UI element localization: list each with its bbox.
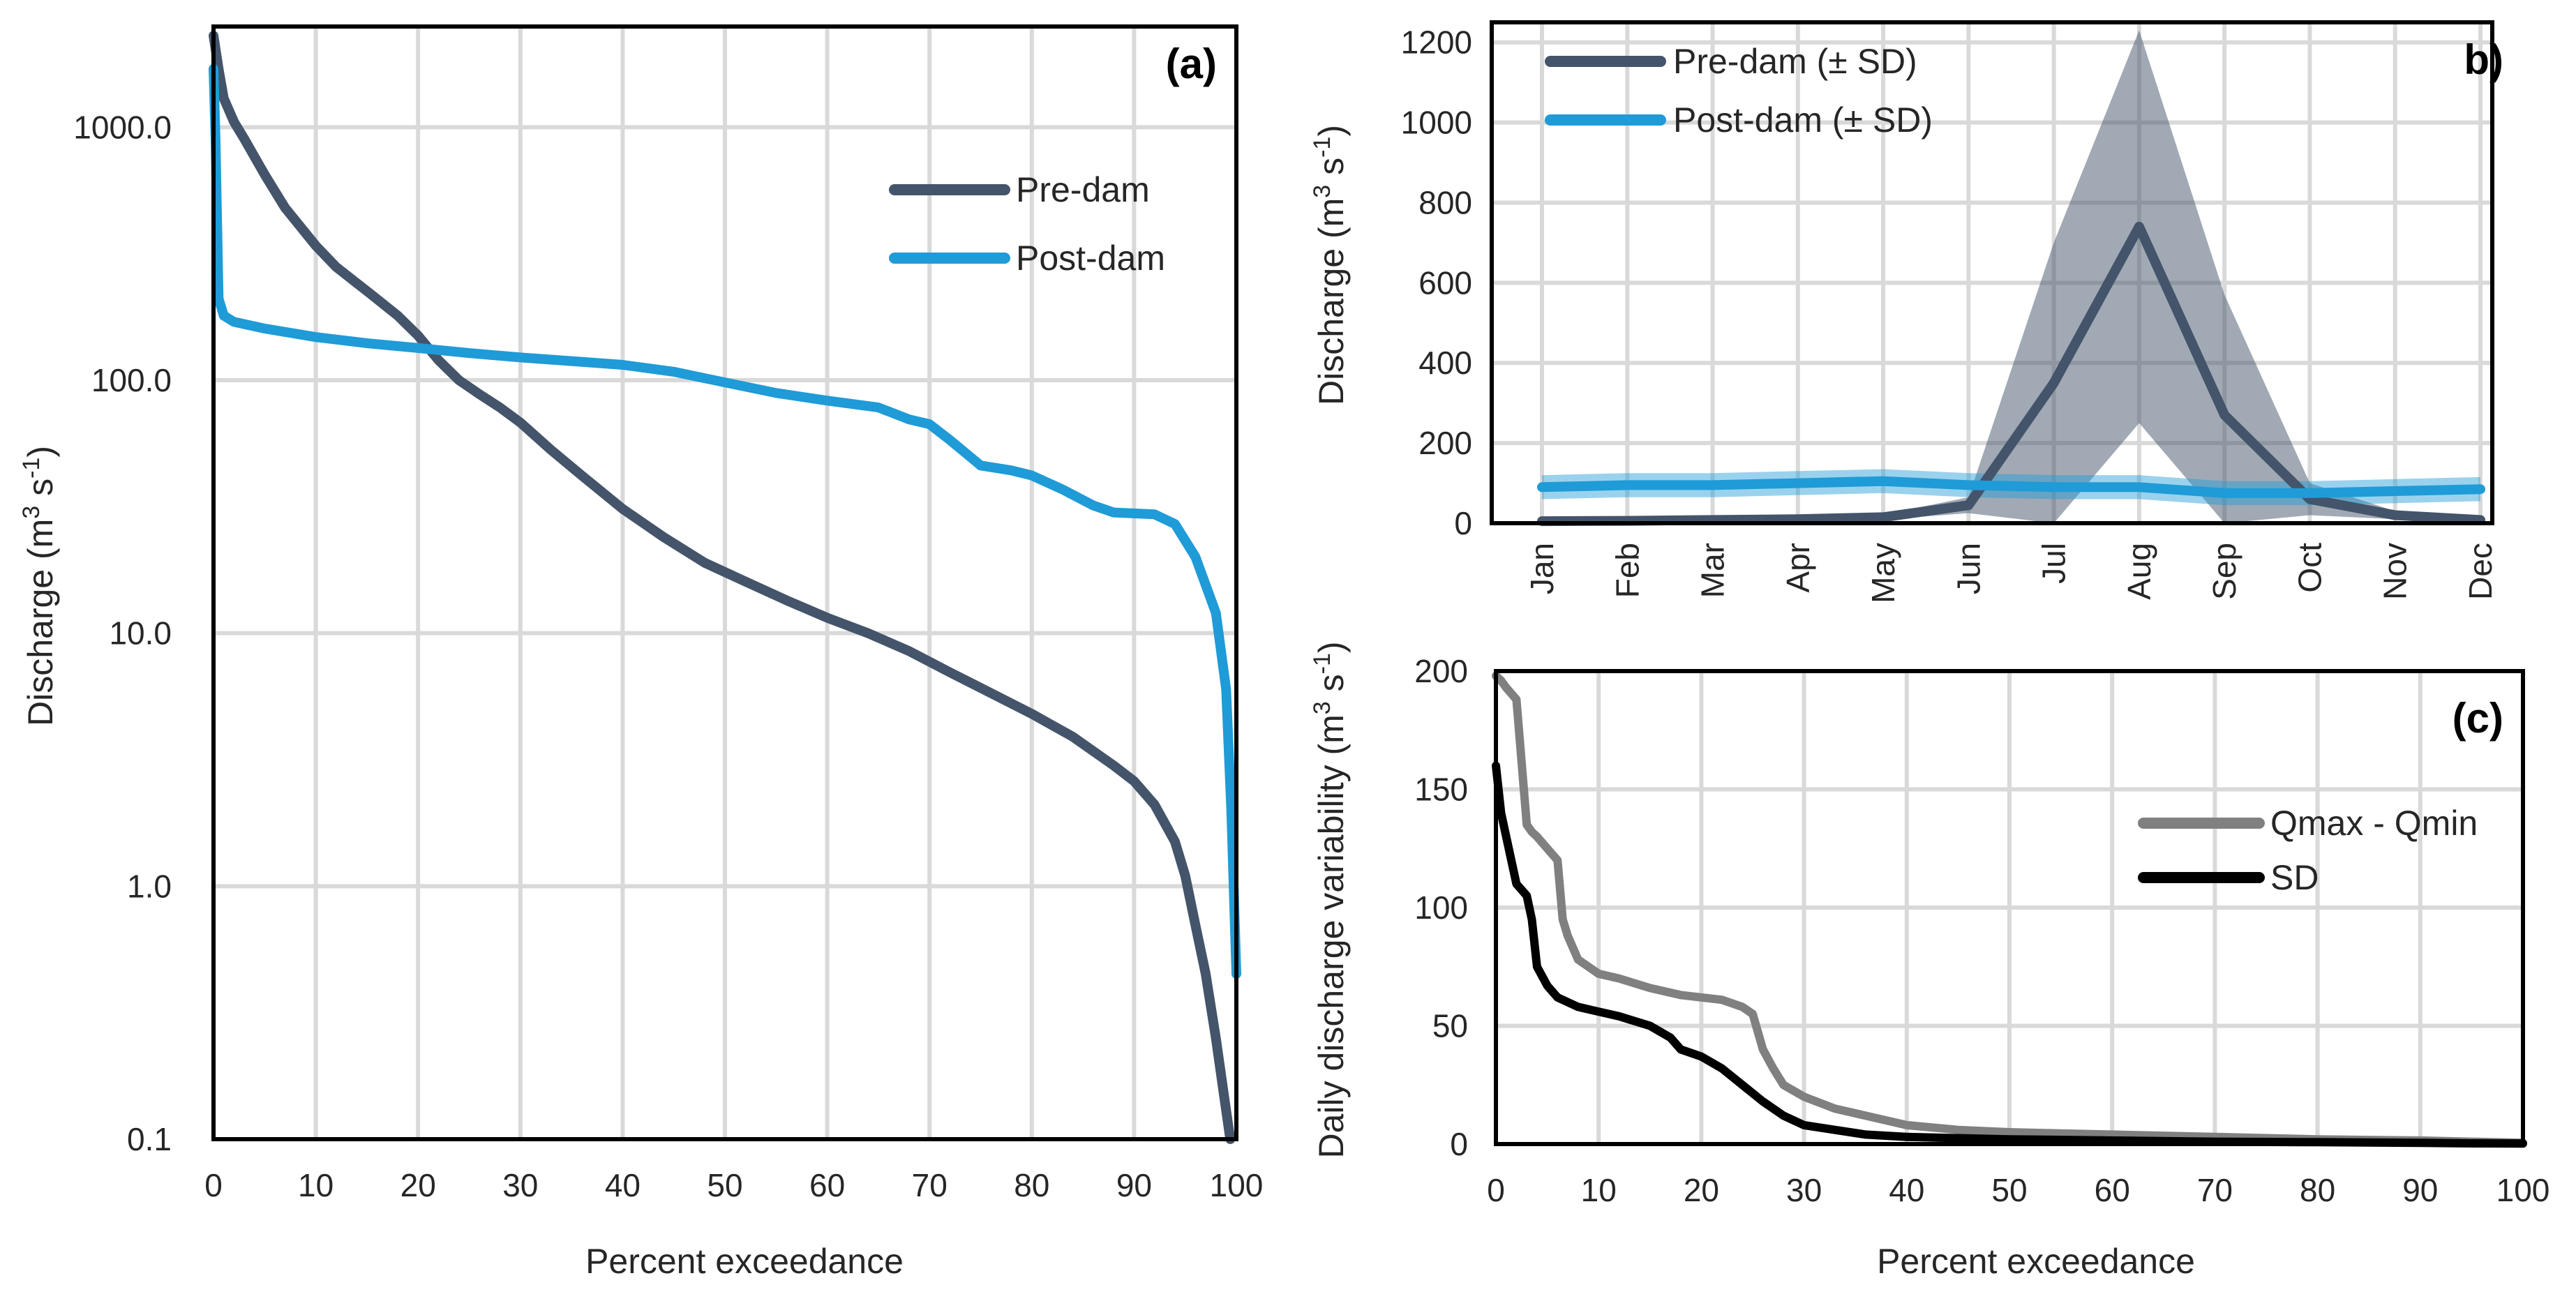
panel-a-x-tick-label: 40 xyxy=(605,1167,641,1203)
panel-a-gridlines xyxy=(214,27,1236,1139)
panel-b-month-tick-label: May xyxy=(1865,543,1901,603)
panel-c-x-tick-label: 100 xyxy=(2496,1172,2550,1208)
panel-a-x-tick-label: 90 xyxy=(1116,1167,1152,1203)
panel-c-x-tick-label: 70 xyxy=(2197,1172,2233,1208)
panel-b-month-tick-label: Jan xyxy=(1524,543,1560,594)
qmax-qmin-line xyxy=(1492,671,2527,1148)
panel-a-x-tick-label: 80 xyxy=(1014,1167,1049,1203)
panel-c-legend: Qmax - Qmin SD xyxy=(2138,804,2478,897)
panel-b-y-tick-label: 0 xyxy=(1454,505,1472,541)
panel-a-x-tick-label: 0 xyxy=(204,1167,223,1203)
panel-b-y-tick-label: 800 xyxy=(1418,184,1472,220)
panel-b-gridlines xyxy=(1492,22,2492,523)
panel-c-x-tick-label: 10 xyxy=(1581,1172,1617,1208)
panel-a-y-axis-label: Discharge (m3 s-1) xyxy=(18,446,60,726)
panel-b-y-tick-label: 200 xyxy=(1418,425,1472,461)
panel-a-duration-curve: 0 10 20 30 40 50 60 70 80 90 100 0.1 1.0 10.0 100.0 100… xyxy=(18,24,1263,1281)
panel-a-y-tick-label: 1.0 xyxy=(127,868,172,904)
panel-c-tick-labels: 0 10 20 30 40 50 60 70 80 90 100 0 50 100 150 200 xyxy=(1414,653,2549,1208)
panel-a-x-tick-label: 50 xyxy=(707,1167,742,1203)
panel-c-variability-curve: 0 10 20 30 40 50 60 70 80 90 100 0 50 100 150 200 (c) Q… xyxy=(1309,641,2549,1281)
panel-c-x-tick-label: 40 xyxy=(1889,1172,1924,1208)
panel-b-month-tick-label: Sep xyxy=(2206,543,2242,600)
panel-c-y-axis-label: Daily discharge variability (m3 s-1) xyxy=(1309,641,1351,1158)
panel-a-x-tick-label: 100 xyxy=(1210,1167,1264,1203)
panel-c-y-tick-label: 200 xyxy=(1414,653,1468,689)
panel-b-month-tick-label: Jul xyxy=(2036,543,2072,584)
panel-b-series xyxy=(1537,221,2485,527)
pre-dam-mean-line xyxy=(1537,221,2485,527)
panel-b-month-tick-label: Apr xyxy=(1780,543,1816,593)
panel-b-tick-labels: Jan Feb Mar Apr May Jun Jul Aug Sep Oct Nov Dec 0 200… xyxy=(1401,24,2499,603)
panel-c-x-tick-label: 80 xyxy=(2300,1172,2335,1208)
panel-a-y-tick-label: 100.0 xyxy=(91,362,172,398)
panel-b-month-tick-label: Mar xyxy=(1695,543,1731,598)
legend-post-dam-sd-label: Post-dam (± SD) xyxy=(1673,100,1933,140)
panel-c-y-tick-label: 100 xyxy=(1414,889,1468,926)
panel-a-y-tick-label: 1000.0 xyxy=(73,109,172,145)
panel-a-tag: (a) xyxy=(1166,40,1217,87)
panel-a-x-tick-label: 10 xyxy=(298,1167,334,1203)
panel-a-y-tick-label: 10.0 xyxy=(109,615,172,652)
panel-b-tag: b) xyxy=(2464,36,2503,83)
panel-c-x-axis-label: Percent exceedance xyxy=(1877,1242,2195,1281)
panel-c-x-tick-label: 0 xyxy=(1487,1172,1505,1208)
pre-dam-sd-band xyxy=(1542,30,2480,523)
panel-b-y-tick-label: 1200 xyxy=(1401,24,1472,61)
panel-c-tag: (c) xyxy=(2453,695,2503,742)
panel-a-y-tick-label: 0.1 xyxy=(127,1121,172,1157)
panel-a-x-tick-label: 60 xyxy=(809,1167,845,1203)
legend-sd-label: SD xyxy=(2270,858,2319,897)
panel-c-x-tick-label: 30 xyxy=(1786,1172,1822,1208)
pre-dam-duration-line xyxy=(209,31,1236,1144)
panel-b-month-tick-label: Aug xyxy=(2121,543,2157,600)
panel-a-x-tick-label: 20 xyxy=(400,1167,436,1203)
post-dam-mean-line xyxy=(1537,476,2485,498)
panel-b-month-tick-label: Feb xyxy=(1609,543,1645,598)
panel-b-y-tick-label: 400 xyxy=(1418,345,1472,381)
panel-c-x-tick-label: 20 xyxy=(1684,1172,1719,1208)
panel-c-series xyxy=(1492,671,2527,1148)
panel-a-x-tick-label: 70 xyxy=(912,1167,948,1203)
panel-c-x-tick-label: 90 xyxy=(2402,1172,2438,1208)
panel-c-x-tick-label: 60 xyxy=(2095,1172,2130,1208)
panel-a-x-axis-label: Percent exceedance xyxy=(585,1242,904,1281)
panel-b-plot-frame xyxy=(1490,20,2494,525)
panel-c-x-tick-label: 50 xyxy=(1991,1172,2027,1208)
sd-line xyxy=(1492,761,2527,1148)
panel-c-plot-frame xyxy=(1494,669,2525,1146)
legend-post-dam-label: Post-dam xyxy=(1016,239,1165,278)
legend-qmax-qmin-label: Qmax - Qmin xyxy=(2270,804,2478,843)
panel-a-legend: Pre-dam Post-dam xyxy=(889,170,1165,278)
panel-b-month-tick-label: Jun xyxy=(1950,543,1986,594)
panel-a-series xyxy=(209,31,1241,1144)
panel-c-y-tick-label: 0 xyxy=(1450,1126,1468,1162)
panel-b-monthly-hydrograph: Jan Feb Mar Apr May Jun Jul Aug Sep Oct Nov Dec 0 200… xyxy=(1309,20,2503,603)
panel-b-y-tick-label: 1000 xyxy=(1401,105,1472,141)
panel-c-y-tick-label: 50 xyxy=(1432,1008,1468,1044)
panel-a-tick-labels: 0 10 20 30 40 50 60 70 80 90 100 0.1 1.0 10.0 100.0 100… xyxy=(73,109,1263,1203)
legend-pre-dam-sd-label: Pre-dam (± SD) xyxy=(1673,42,1917,81)
panel-b-month-tick-label: Nov xyxy=(2377,543,2413,600)
panel-a-x-tick-label: 30 xyxy=(502,1167,538,1203)
panel-b-month-tick-label: Dec xyxy=(2462,543,2499,600)
legend-pre-dam-label: Pre-dam xyxy=(1016,170,1150,209)
panel-b-y-axis-label: Discharge (m3 s-1) xyxy=(1309,125,1351,405)
post-dam-duration-line xyxy=(209,63,1241,979)
panel-a-plot-frame xyxy=(211,24,1238,1141)
panel-b-month-tick-label: Oct xyxy=(2291,543,2328,593)
panel-b-y-tick-label: 600 xyxy=(1418,264,1472,301)
panel-c-gridlines xyxy=(1496,671,2523,1144)
panel-b-legend: Pre-dam (± SD) Post-dam (± SD) xyxy=(1545,42,1933,140)
panel-c-y-tick-label: 150 xyxy=(1414,772,1468,808)
